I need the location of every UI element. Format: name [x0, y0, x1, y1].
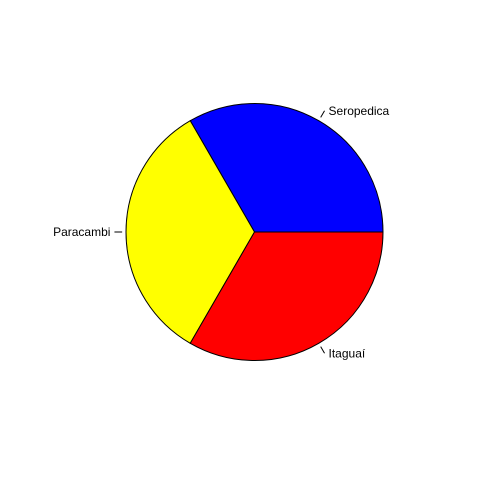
pie-slice-seropedica: [189, 103, 384, 233]
pie-label-seropedica: Seropedica: [329, 104, 390, 118]
pie-label-tick-seropedica: [320, 110, 325, 118]
pie-label-tick-itaguaí: [320, 346, 325, 354]
pie-label-itaguaí: Itaguaí: [329, 347, 366, 361]
pie-slices: [125, 103, 384, 361]
pie-slice-itaguaí: [189, 231, 384, 361]
pie-label-paracambi: Paracambi: [53, 225, 110, 239]
pie-slice-paracambi: [125, 120, 256, 344]
pie-labels: Seropedica Paracambi Itaguaí: [53, 104, 389, 361]
